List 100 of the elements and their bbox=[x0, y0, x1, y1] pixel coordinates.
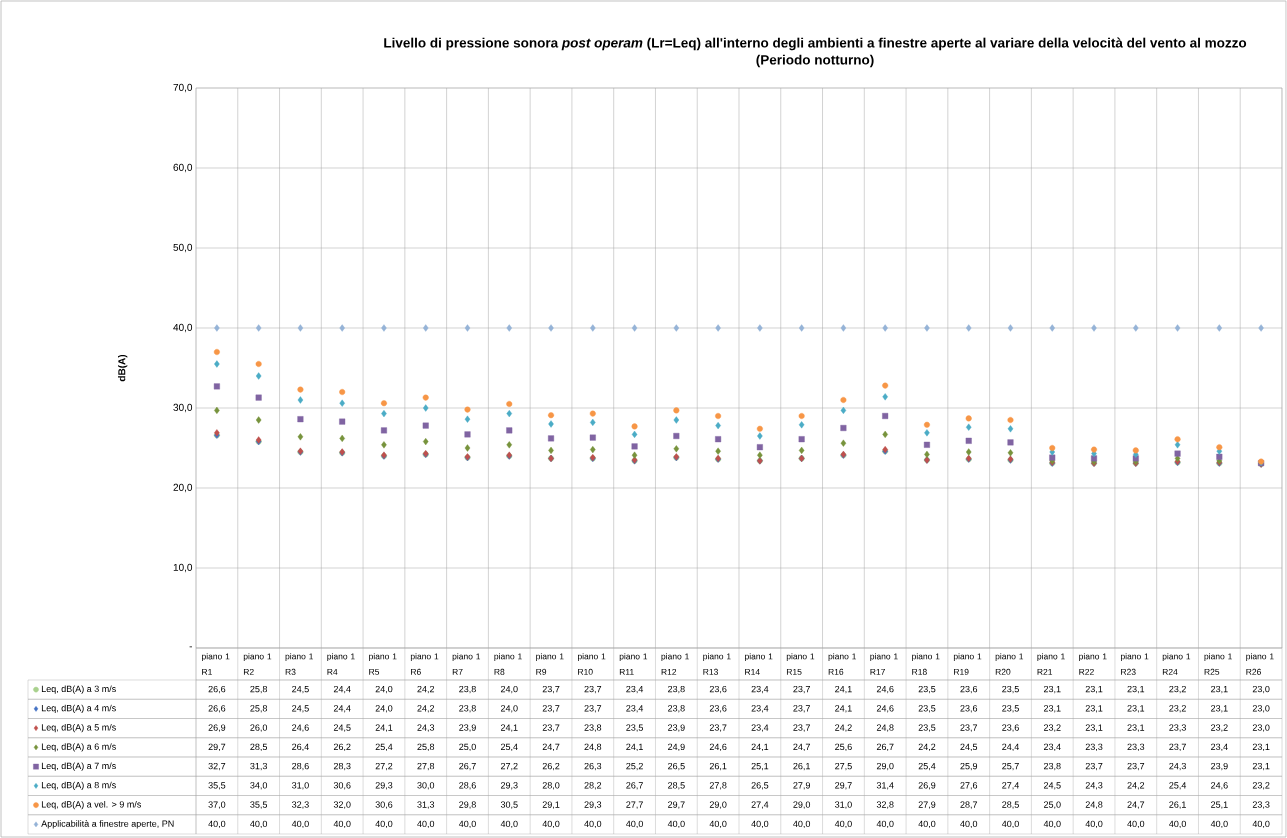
data-label: 31,3 bbox=[250, 762, 268, 771]
x-tick-label: piano 1 R10 bbox=[577, 653, 606, 675]
data-label: 27,4 bbox=[1002, 782, 1019, 790]
data-label: 23,0 bbox=[1252, 724, 1270, 732]
data-label: 23,5 bbox=[626, 724, 643, 732]
data-label: 25,8 bbox=[250, 685, 268, 694]
data-label: 24,1 bbox=[835, 685, 852, 694]
data-label: 24,3 bbox=[417, 724, 435, 732]
data-label: 29,7 bbox=[208, 743, 226, 752]
data-label: 23,3 bbox=[1252, 801, 1270, 809]
data-label: 24,6 bbox=[709, 743, 727, 752]
y-tick-label: - bbox=[189, 646, 193, 648]
x-tick-label: piano 1 R12 bbox=[661, 653, 689, 675]
data-label: 26,5 bbox=[668, 762, 685, 771]
data-label: 40,0 bbox=[793, 820, 811, 829]
data-label: 40,0 bbox=[918, 820, 936, 829]
data-label: 32,0 bbox=[333, 801, 351, 809]
data-label: 40,0 bbox=[1085, 820, 1103, 829]
data-label: 24,1 bbox=[626, 743, 643, 752]
x-tick-label: piano 1 R14 bbox=[745, 653, 773, 675]
data-label: 26,1 bbox=[1169, 801, 1186, 809]
data-label: 26,2 bbox=[333, 743, 351, 752]
x-tick-label: piano 1 R19 bbox=[953, 653, 982, 675]
legend-label: Leq, dB(A) a 3 m/s bbox=[41, 685, 116, 694]
data-label: 26,7 bbox=[876, 743, 894, 752]
data-label: 23,7 bbox=[1169, 743, 1186, 752]
data-label: 25,2 bbox=[626, 762, 643, 771]
data-label: 23,1 bbox=[1252, 762, 1270, 771]
data-label: 37,0 bbox=[208, 801, 226, 809]
data-label: 40,0 bbox=[458, 820, 476, 829]
data-label: 23,7 bbox=[584, 705, 602, 713]
data-label: 24,2 bbox=[918, 743, 936, 752]
data-label: 23,6 bbox=[709, 705, 727, 713]
data-label: 26,9 bbox=[918, 782, 936, 790]
data-label: 30,0 bbox=[417, 782, 435, 790]
data-label: 30,6 bbox=[333, 782, 351, 790]
legend-label: Leq, dB(A) a 4 m/s bbox=[41, 704, 116, 714]
data-label: 23,1 bbox=[1252, 743, 1270, 752]
data-label: 23,2 bbox=[1169, 685, 1186, 694]
data-label: 23,6 bbox=[960, 685, 978, 694]
data-label: 28,5 bbox=[1002, 801, 1019, 809]
data-label: 27,5 bbox=[835, 762, 852, 771]
data-label: 24,5 bbox=[292, 685, 309, 694]
data-label: 40,0 bbox=[1127, 820, 1145, 829]
data-label: 23,7 bbox=[709, 724, 727, 732]
data-label: 40,0 bbox=[751, 820, 769, 829]
data-label: 40,0 bbox=[834, 820, 852, 829]
data-label: 34,0 bbox=[250, 782, 268, 790]
data-label: 23,1 bbox=[1085, 724, 1103, 732]
x-tick-label: piano 1 R18 bbox=[912, 653, 940, 675]
data-label: 28,6 bbox=[459, 782, 476, 790]
data-label: 23,8 bbox=[1043, 762, 1061, 771]
data-label: 29,7 bbox=[668, 801, 685, 809]
data-label: 24,1 bbox=[751, 743, 769, 752]
data-label: 35,5 bbox=[208, 782, 226, 790]
data-label: 27,2 bbox=[375, 762, 393, 771]
data-label: 23,2 bbox=[1169, 705, 1186, 713]
data-label: 26,1 bbox=[793, 762, 810, 771]
y-axis-title: dB(A) bbox=[117, 354, 128, 382]
data-label: 29,7 bbox=[835, 782, 852, 790]
data-label: 23,0 bbox=[1252, 705, 1270, 713]
data-label: 28,2 bbox=[584, 782, 602, 790]
data-label: 40,0 bbox=[584, 820, 602, 829]
x-tick-label: piano 1 R6 bbox=[410, 653, 439, 675]
data-label: 26,0 bbox=[250, 724, 268, 732]
x-tick-label: piano 1 R24 bbox=[1162, 653, 1191, 675]
data-label: 24,0 bbox=[375, 705, 393, 713]
x-tick-label: piano 1 R25 bbox=[1204, 653, 1232, 675]
data-label: 27,6 bbox=[960, 782, 978, 790]
data-label: 23,5 bbox=[918, 724, 936, 732]
data-label: 27,2 bbox=[500, 762, 518, 771]
data-label: 40,0 bbox=[1001, 820, 1019, 829]
data-label: 30,6 bbox=[375, 801, 393, 809]
x-tick-label: piano 1 R11 bbox=[619, 653, 648, 675]
x-tick-label: piano 1 R1 bbox=[202, 653, 230, 675]
data-label: 29,0 bbox=[793, 801, 811, 809]
data-label: 23,4 bbox=[751, 685, 769, 694]
chart-title: Livello di pressione sonora post operam (Lr=Leq) all'interno degli ambienti a finestre aperte al variare della velocità del vento al mozzo (Periodo notturno) bbox=[384, 37, 1247, 68]
x-tick-label: piano 1 R9 bbox=[536, 653, 564, 675]
data-label: 24,1 bbox=[375, 724, 393, 732]
data-label: 24,4 bbox=[1002, 743, 1019, 752]
data-label: 23,3 bbox=[1169, 724, 1186, 732]
data-label: 25,4 bbox=[500, 743, 518, 752]
data-label: 27,4 bbox=[751, 801, 769, 809]
data-label: 40,0 bbox=[1169, 820, 1186, 829]
data-label: 23,8 bbox=[668, 705, 685, 713]
data-label: 40,0 bbox=[960, 820, 978, 829]
data-label: 25,8 bbox=[417, 743, 435, 752]
data-label: 29,3 bbox=[500, 782, 518, 790]
data-label: 24,0 bbox=[500, 705, 518, 713]
data-label: 23,1 bbox=[1085, 685, 1103, 694]
data-label: 26,5 bbox=[751, 782, 769, 790]
x-tick-label: piano 1 R22 bbox=[1079, 653, 1107, 675]
data-label: 25,1 bbox=[1211, 801, 1228, 809]
data-label: 24,1 bbox=[500, 724, 518, 732]
data-label: 23,1 bbox=[1127, 724, 1145, 732]
data-label: 23,1 bbox=[1211, 705, 1228, 713]
data-label: 29,8 bbox=[459, 801, 476, 809]
data-label: 23,4 bbox=[626, 685, 644, 694]
data-label: 24,4 bbox=[333, 705, 351, 713]
